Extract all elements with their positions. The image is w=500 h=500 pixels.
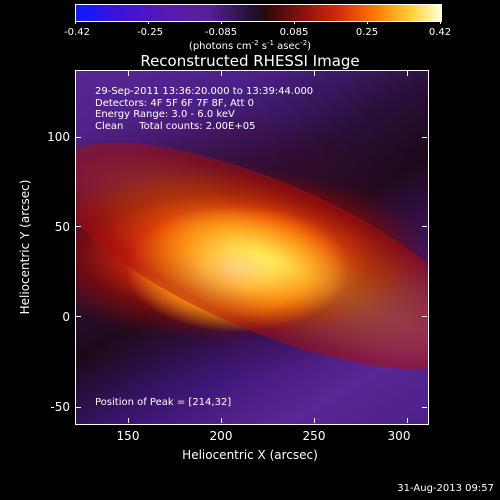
- colorbar-units: (photons cm-2 s-1 asec-2): [188, 39, 312, 52]
- x-tick-mark: [407, 418, 408, 423]
- timestamp-footer: 31-Aug-2013 09:57: [397, 483, 494, 494]
- colorbar-label: 0.085: [279, 27, 309, 38]
- x-tick-label: 250: [302, 429, 326, 443]
- x-tick-label: 300: [387, 429, 411, 443]
- peak-position-text: Position of Peak = [214,32]: [95, 397, 232, 408]
- colorbar-label: 0.42: [428, 27, 452, 38]
- colorbar-label: 0.25: [355, 27, 379, 38]
- image-title: Reconstructed RHESSI Image: [140, 52, 360, 70]
- colorbar-label: -0.25: [137, 27, 163, 38]
- y-tick-mark: [422, 137, 427, 138]
- time-range: 29-Sep-2011 13:36:20.000 to 13:39:44.000: [95, 86, 314, 97]
- colorbar-tick: [440, 21, 441, 24]
- colorbar-tick: [294, 21, 295, 24]
- x-tick-mark: [407, 71, 408, 76]
- image-info: 29-Sep-2011 13:36:20.000 to 13:39:44.000…: [95, 86, 313, 132]
- y-tick-label: 0: [62, 310, 70, 324]
- y-tick-mark: [422, 316, 427, 317]
- x-tick-mark: [128, 71, 129, 76]
- colorbar-tick: [148, 21, 149, 24]
- x-tick-mark: [314, 418, 315, 423]
- colorbar-tick: [75, 21, 76, 24]
- rhessi-image: [75, 70, 429, 425]
- x-tick-mark: [221, 71, 222, 76]
- x-tick-label: 150: [116, 429, 140, 443]
- y-tick-label: -50: [50, 400, 70, 414]
- y-tick-label: 50: [54, 220, 70, 234]
- x-tick-mark: [221, 418, 222, 423]
- y-axis-label: Heliocentric Y (arcsec): [18, 179, 32, 315]
- y-tick-mark: [422, 407, 427, 408]
- y-tick-mark: [76, 137, 81, 138]
- x-axis-label: Heliocentric X (arcsec): [182, 448, 318, 462]
- energy-range-text: Energy Range: 3.0 - 6.0 keV: [95, 109, 235, 120]
- emission-band: [76, 97, 428, 415]
- y-tick-mark: [76, 226, 81, 227]
- detectors-text: Detectors: 4F 5F 6F 7F 8F, Att 0: [95, 97, 255, 109]
- x-tick-mark: [128, 418, 129, 423]
- y-tick-label: 100: [47, 130, 70, 144]
- y-tick-mark: [76, 316, 81, 317]
- x-tick-mark: [314, 71, 315, 76]
- colorbar-label: -0.085: [204, 27, 238, 38]
- colorbar-label: -0.42: [64, 27, 90, 38]
- colorbar-tick: [367, 21, 368, 24]
- clean-text: Clean Total counts: 2.00E+05: [95, 120, 256, 132]
- colorbar-tick: [221, 21, 222, 24]
- y-tick-mark: [422, 226, 427, 227]
- colorbar: [75, 4, 442, 22]
- y-tick-mark: [76, 407, 81, 408]
- x-tick-label: 200: [209, 429, 233, 443]
